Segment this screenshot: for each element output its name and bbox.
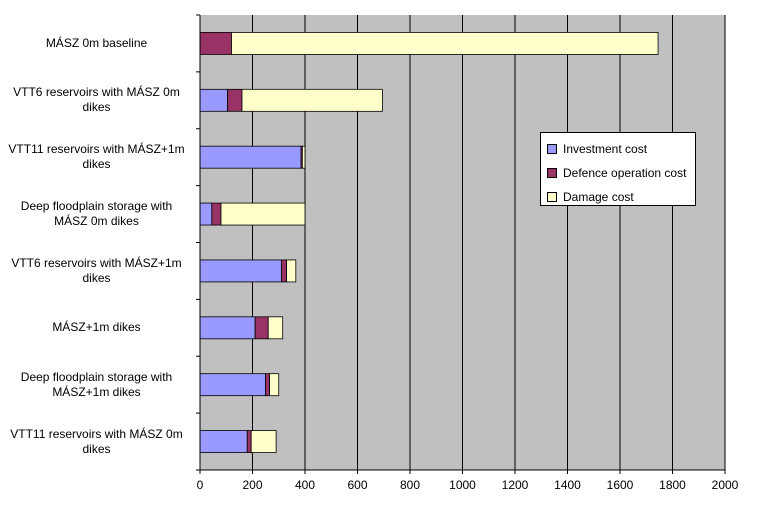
bar-investment-2 bbox=[199, 145, 302, 169]
x-tick-label: 1800 bbox=[659, 478, 686, 492]
bar-investment-5 bbox=[199, 316, 256, 340]
legend-label-damage: Damage cost bbox=[563, 190, 634, 204]
bar-damage-1 bbox=[241, 88, 383, 112]
category-label: VTT11 reservoirs with MÁSZ 0m dikes bbox=[10, 426, 183, 456]
x-tick-label: 200 bbox=[242, 478, 262, 492]
category-label: VTT6 reservoirs with MÁSZ+1m dikes bbox=[11, 255, 182, 285]
x-tick-label: 400 bbox=[295, 478, 315, 492]
category-label: MÁSZ+1m dikes bbox=[52, 320, 141, 335]
bar-damage-5 bbox=[267, 316, 284, 340]
bar-investment-4 bbox=[199, 259, 282, 283]
x-tick-label: 600 bbox=[347, 478, 367, 492]
bar-defence-1 bbox=[227, 88, 243, 112]
bar-damage-7 bbox=[250, 430, 277, 453]
legend-swatch-damage bbox=[547, 192, 557, 202]
legend-label-investment: Investment cost bbox=[563, 142, 648, 156]
x-tick-label: 0 bbox=[197, 478, 204, 492]
bar-defence-5 bbox=[254, 316, 269, 340]
bar-damage-2 bbox=[301, 145, 306, 169]
category-label: MÁSZ 0m baseline bbox=[45, 35, 148, 50]
category-label: VTT11 reservoirs with MÁSZ+1m dikes bbox=[8, 142, 185, 172]
bar-investment-7 bbox=[199, 430, 248, 453]
legend-item-defence: Defence operation cost bbox=[547, 161, 695, 185]
bar-defence-3 bbox=[211, 202, 222, 226]
legend-label-defence: Defence operation cost bbox=[563, 166, 687, 180]
bar-damage-0 bbox=[231, 32, 659, 55]
bar-defence-4 bbox=[280, 259, 288, 283]
bar-damage-3 bbox=[220, 202, 306, 226]
legend-swatch-investment bbox=[547, 144, 557, 154]
bar-investment-1 bbox=[199, 88, 228, 112]
bar-defence-0 bbox=[199, 32, 232, 55]
legend: Investment cost Defence operation cost D… bbox=[540, 132, 696, 206]
category-label: VTT6 reservoirs with MÁSZ 0m dikes bbox=[13, 85, 180, 115]
legend-item-investment: Investment cost bbox=[547, 137, 695, 161]
category-label: Deep floodplain storage with MÁSZ+1m dik… bbox=[20, 369, 173, 399]
x-tick-label: 800 bbox=[400, 478, 420, 492]
bar-investment-3 bbox=[199, 202, 213, 226]
x-tick-label: 1000 bbox=[449, 478, 476, 492]
x-tick-label: 2000 bbox=[712, 478, 739, 492]
legend-swatch-defence bbox=[547, 168, 557, 178]
bar-damage-6 bbox=[269, 373, 280, 397]
x-tick-label: 1400 bbox=[554, 478, 581, 492]
bar-defence-6 bbox=[265, 373, 270, 397]
bar-defence-7 bbox=[246, 430, 252, 453]
bar-damage-4 bbox=[286, 259, 297, 283]
legend-item-damage: Damage cost bbox=[547, 185, 695, 209]
category-label: Deep floodplain storage with MÁSZ 0m dik… bbox=[20, 199, 173, 229]
x-tick-label: 1200 bbox=[502, 478, 529, 492]
bar-investment-6 bbox=[199, 373, 267, 397]
x-tick-label: 1600 bbox=[607, 478, 634, 492]
